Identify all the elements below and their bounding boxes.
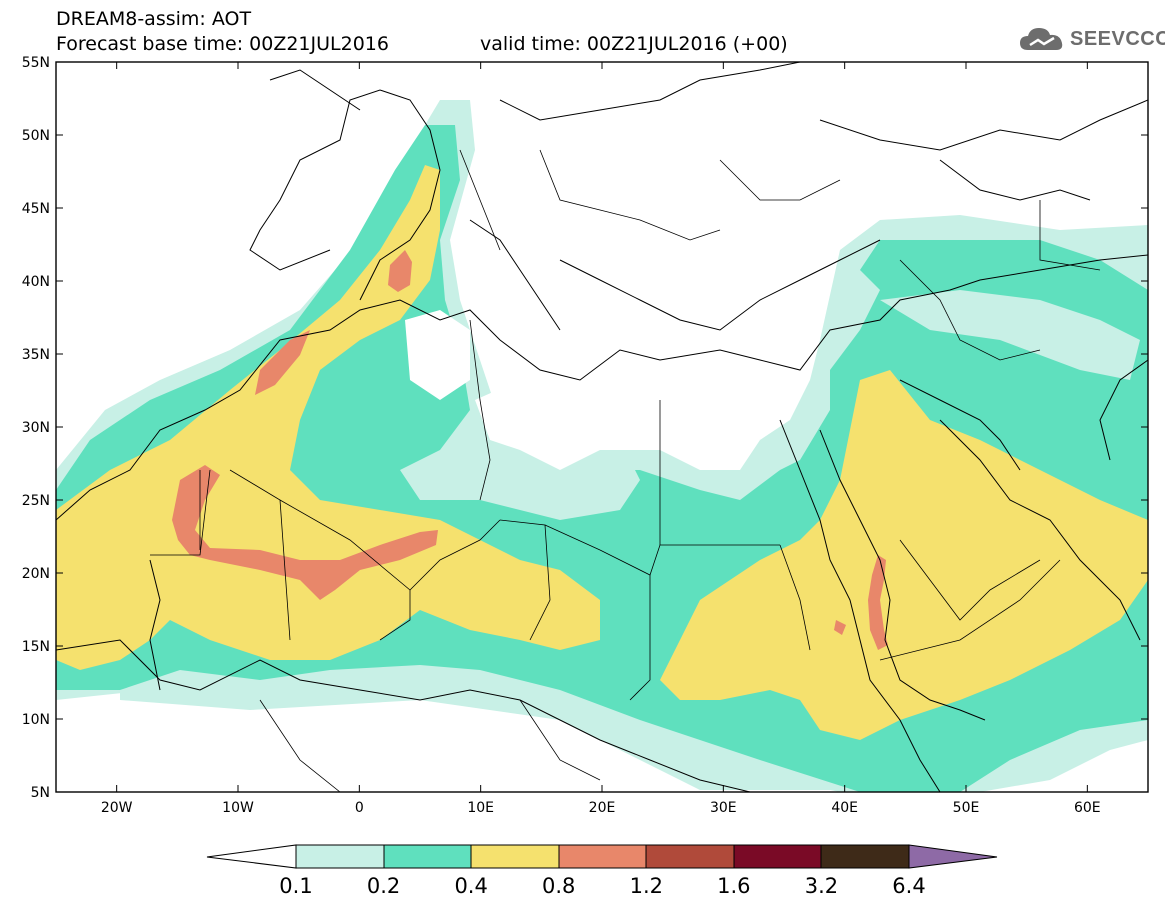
colorbar-over-triangle bbox=[908, 844, 998, 869]
colorbar-under-triangle bbox=[206, 844, 297, 869]
coastlines bbox=[56, 62, 1148, 792]
colorbar-label: 0.8 bbox=[542, 874, 575, 898]
aot-clear-areas bbox=[405, 310, 760, 470]
lat-tick-label: 40N bbox=[22, 274, 50, 290]
lat-tick-label: 10N bbox=[22, 712, 50, 728]
lon-tick-label: 50E bbox=[953, 800, 980, 816]
aot-contours bbox=[56, 62, 1148, 792]
map-title: DREAM8-assim: AOT bbox=[56, 8, 252, 30]
lon-tick-label: 0 bbox=[355, 800, 364, 816]
lon-tick-label: 20E bbox=[589, 800, 616, 816]
colorbar-label: 1.2 bbox=[630, 874, 663, 898]
logo-text: SEEVCCC bbox=[1070, 27, 1165, 50]
lat-tick-label: 55N bbox=[22, 55, 50, 71]
longitude-axis: 20W 10W 0 10E 20E 30E 40E 50E 60E bbox=[101, 62, 1101, 816]
cloud-icon bbox=[1020, 28, 1063, 50]
colorbar-label: 1.6 bbox=[717, 874, 750, 898]
lat-tick-label: 35N bbox=[22, 347, 50, 363]
lon-tick-label: 60E bbox=[1074, 800, 1101, 816]
colorbar: 0.1 0.2 0.4 0.8 1.2 1.6 3.2 6.4 bbox=[206, 844, 998, 898]
colorbar-swatch-7 bbox=[820, 844, 910, 869]
colorbar-label: 0.4 bbox=[454, 874, 487, 898]
colorbar-label: 6.4 bbox=[892, 874, 925, 898]
aot-band-04 bbox=[172, 250, 888, 650]
lat-tick-label: 45N bbox=[22, 201, 50, 217]
seevccc-logo: SEEVCCC bbox=[1018, 22, 1165, 56]
colorbar-swatch-4 bbox=[558, 844, 647, 869]
colorbar-label: 0.1 bbox=[279, 874, 312, 898]
lat-tick-label: 5N bbox=[31, 785, 50, 801]
colorbar-swatch-3 bbox=[470, 844, 560, 869]
lon-tick-label: 10E bbox=[467, 800, 494, 816]
lon-tick-label: 10W bbox=[222, 800, 254, 816]
forecast-base-time: Forecast base time: 00Z21JUL2016 valid ti… bbox=[56, 33, 788, 55]
lat-tick-label: 30N bbox=[22, 420, 50, 436]
lon-tick-label: 40E bbox=[831, 800, 858, 816]
forecast-base-label: Forecast base time: 00Z21JUL2016 bbox=[56, 33, 389, 55]
colorbar-label: 0.2 bbox=[367, 874, 400, 898]
colorbar-swatch-2 bbox=[383, 844, 472, 869]
latitude-axis: 55N 50N 45N 40N 35N 30N 25N 20N 15N 10N 5N bbox=[22, 55, 1148, 801]
lat-tick-label: 20N bbox=[22, 566, 50, 582]
lon-tick-label: 20W bbox=[101, 800, 133, 816]
valid-time-label: valid time: 00Z21JUL2016 (+00) bbox=[480, 33, 788, 55]
colorbar-swatch-6 bbox=[733, 844, 822, 869]
lat-tick-label: 50N bbox=[22, 128, 50, 144]
lat-tick-label: 15N bbox=[22, 639, 50, 655]
colorbar-label: 3.2 bbox=[805, 874, 838, 898]
lat-tick-label: 25N bbox=[22, 493, 50, 509]
colorbar-swatch-1 bbox=[295, 844, 385, 869]
lon-tick-label: 30E bbox=[710, 800, 737, 816]
colorbar-swatch-5 bbox=[645, 844, 735, 869]
country-borders bbox=[150, 149, 1101, 792]
